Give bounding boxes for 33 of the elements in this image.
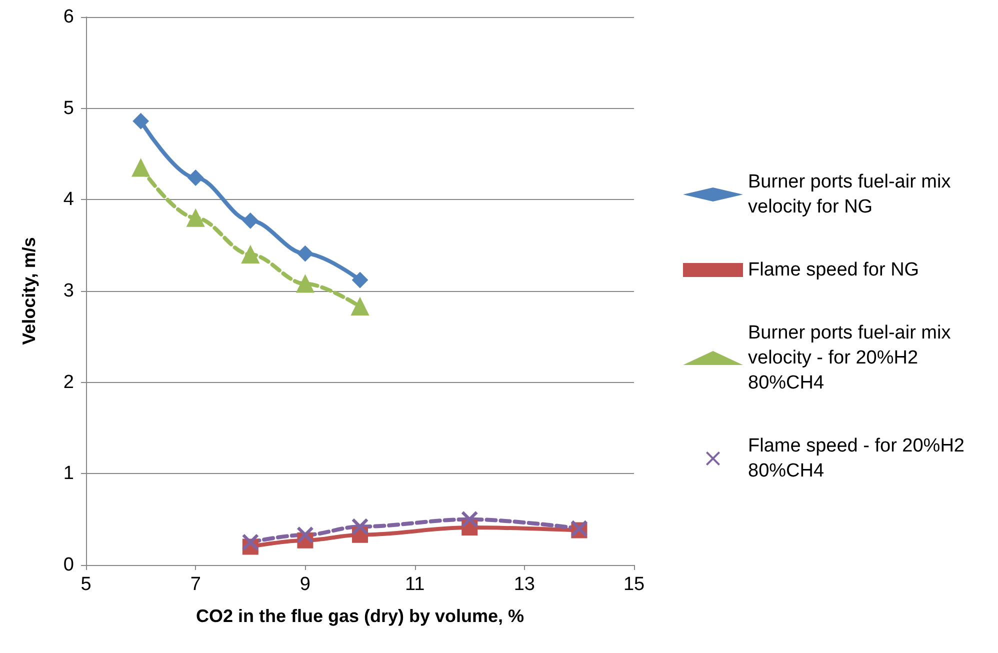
point: [241, 245, 260, 264]
point: [297, 246, 314, 262]
x-tick-label: 5: [80, 574, 92, 595]
y-tick-label: 4: [63, 189, 74, 210]
x-tick-label: 13: [514, 574, 535, 595]
y-tick-label: 5: [63, 98, 74, 119]
y-tick-label: 0: [63, 554, 74, 576]
point: [242, 534, 258, 550]
point: [352, 518, 368, 535]
point: [297, 526, 314, 543]
legend-label: Flame speed for NG: [748, 260, 920, 280]
legend-label: Burner ports fuel-air mix velocity - for 20%H2 80%CH4: [748, 322, 956, 394]
x-tick-label: 11: [404, 574, 425, 595]
x-tick-label: 9: [300, 574, 310, 595]
y-tick-label: 6: [63, 6, 74, 28]
x-axis-title: CO2 in the flue gas (dry) by volume, %: [196, 606, 524, 626]
point: [132, 158, 150, 177]
y-tick-label: 2: [63, 372, 74, 393]
x-tick-label: 15: [623, 574, 645, 595]
point: [242, 212, 258, 229]
point: [186, 208, 205, 227]
y-tick-label: 3: [63, 280, 74, 302]
point: [352, 272, 368, 288]
point: [296, 274, 314, 293]
legend-label: Flame speed - for 20%H2 80%CH4: [748, 436, 970, 482]
y-axis-title: Velocity, m/s: [19, 237, 39, 345]
point: [351, 298, 369, 316]
point: [132, 113, 149, 130]
point: [188, 170, 204, 186]
legend-label: Burner ports fuel-air mix velocity for NG: [748, 172, 956, 218]
point: [462, 511, 478, 528]
y-tick-label: 1: [63, 463, 74, 484]
x-tick-label: 7: [190, 574, 201, 595]
